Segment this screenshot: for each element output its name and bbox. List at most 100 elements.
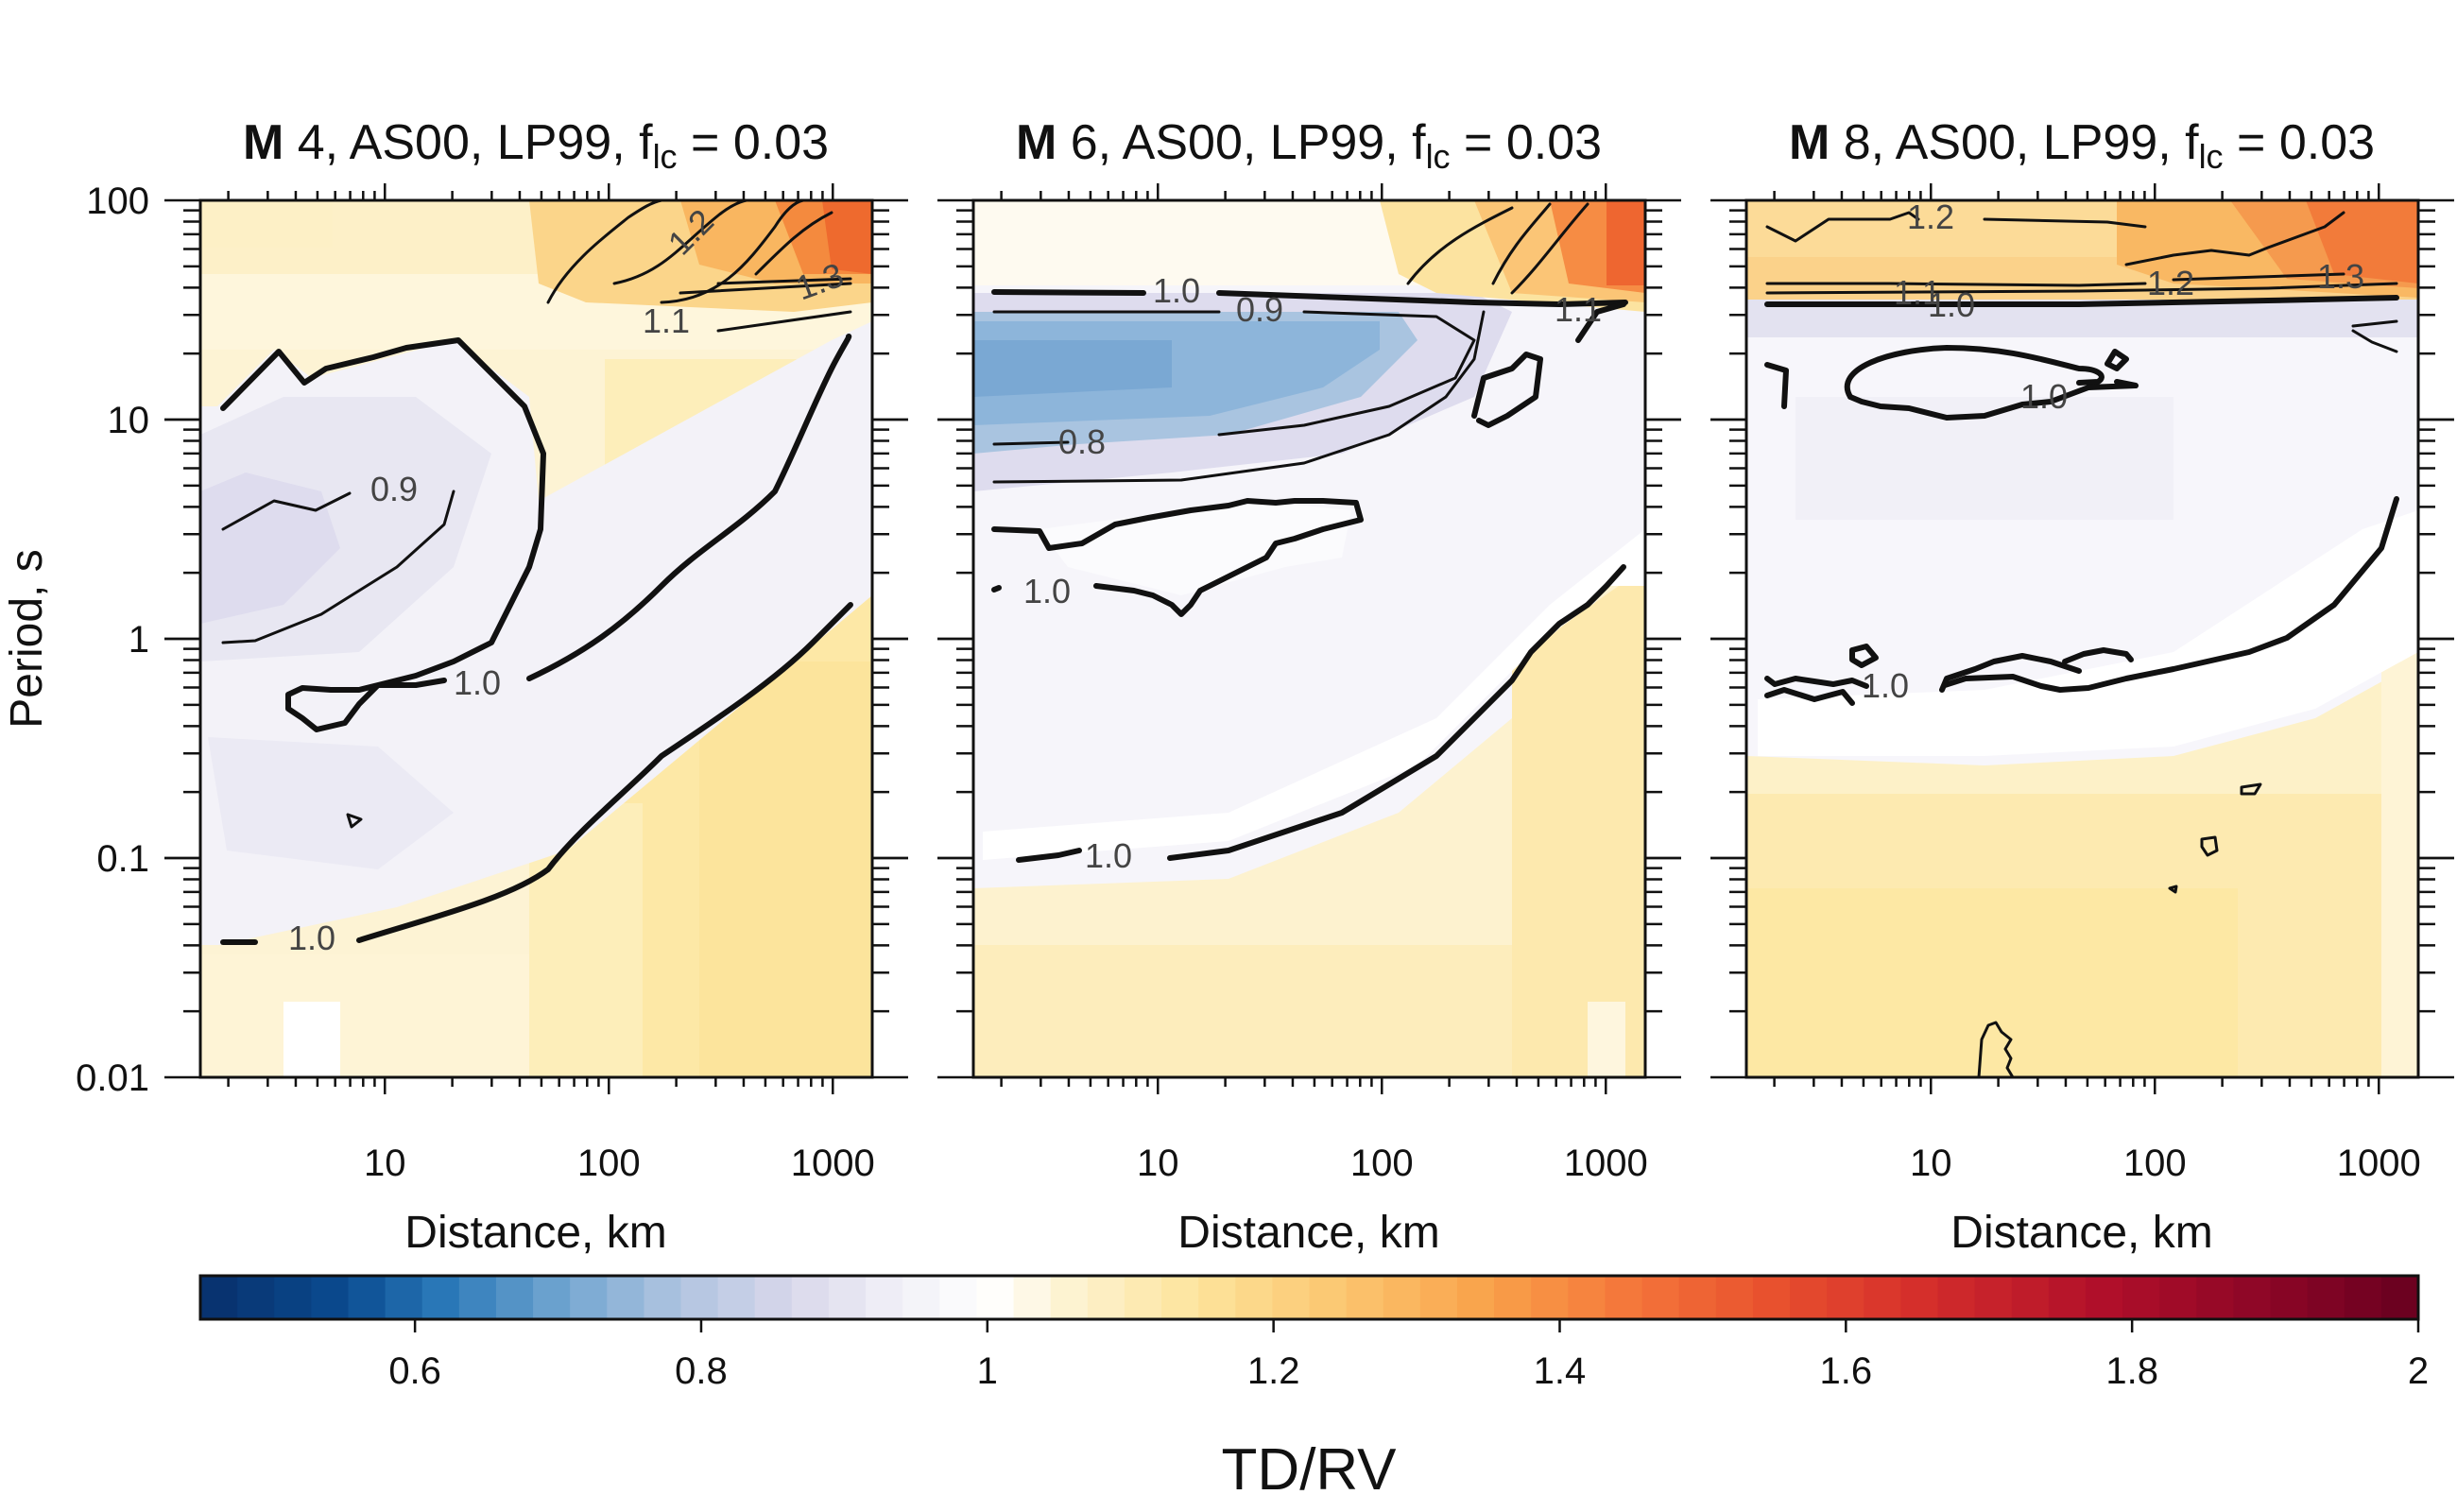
contour-line [1977, 1021, 2015, 1077]
contour-label: 1.0 [454, 663, 501, 702]
contours-panel-m8 [1764, 211, 2399, 1077]
panel-title-bold: M [1789, 115, 1830, 170]
panel-title: M 8, AS00, LP99, flc = 0.03 [1789, 115, 2375, 176]
contour-labels: 1.2 1.3 1.1 0.9 1.0 1.0 1.0 0.9 0.8 1.1 … [288, 198, 2364, 957]
colorbar-segment [2048, 1276, 2087, 1319]
colorbar-tick-label: 1.2 [1247, 1350, 1300, 1392]
colorbar-tick-label: 1 [977, 1350, 998, 1392]
colorbar-segment [533, 1276, 571, 1319]
contour-line [992, 310, 1486, 484]
heatmap-region [983, 529, 1645, 860]
colorbar-segment [1087, 1276, 1125, 1319]
colorbar-segment [570, 1276, 608, 1319]
colorbar-segment [274, 1276, 312, 1319]
contour-line [2062, 647, 2134, 664]
colorbar-segment [754, 1276, 793, 1319]
colorbar-frame [198, 1274, 2420, 1321]
colorbar-segment [2196, 1276, 2235, 1319]
panel-title-bold: M [1016, 115, 1057, 170]
colorbar-segment [1419, 1276, 1458, 1319]
heatmap-region [1746, 888, 2238, 1077]
contour-line [716, 277, 852, 285]
panel-title-subscript: lc [653, 137, 678, 176]
colorbar-segment [1864, 1276, 1901, 1319]
contour-line [1167, 564, 1626, 861]
colorbar-tick-label: 1.4 [1534, 1350, 1587, 1392]
contour-line [1844, 345, 2105, 400]
y-axis-title: Period, s [2, 549, 52, 728]
contour-line [2105, 349, 2129, 371]
heatmap-region [973, 529, 1645, 1077]
colorbar-segment [1124, 1276, 1162, 1319]
colorbar-tick-label: 0.8 [675, 1350, 728, 1392]
colorbar-segment [1531, 1276, 1569, 1319]
colorbar-segment [1900, 1276, 1939, 1319]
colorbar-segment [2380, 1276, 2419, 1319]
colorbar-segment [458, 1276, 497, 1319]
colorbar-segment [200, 1276, 238, 1319]
heatmap-region [973, 340, 1172, 397]
contour-label: 1.0 [1928, 285, 1975, 324]
colorbar-segment [495, 1276, 534, 1319]
contour-label: 1.1 [1894, 273, 1941, 312]
colorbar-segment [1161, 1276, 1199, 1319]
contour-label: 1.3 [2317, 257, 2364, 296]
colorbar-segment [1568, 1276, 1606, 1319]
heatmap-panel-m4 [200, 200, 872, 1077]
contour-line [220, 337, 546, 732]
panel-title-tail: = 0.03 [1451, 115, 1602, 170]
colorbar: 0.6 0.8 1 1.2 1.4 1.6 1.8 2 [198, 1274, 2429, 1392]
colorbar-segment [1937, 1276, 1976, 1319]
colorbar-segment [902, 1276, 940, 1319]
panel-title: M 6, AS00, LP99, flc = 0.03 [1016, 115, 1602, 176]
heatmap-region [200, 200, 333, 248]
contour-line [1942, 496, 2399, 693]
x-tick-label: 1000 [1564, 1143, 1648, 1184]
contour-label: 1.1 [643, 301, 690, 340]
colorbar-segment [1494, 1276, 1532, 1319]
contour-line [1217, 310, 1476, 437]
contour-line [2351, 329, 2398, 353]
panel-title-tail: = 0.03 [2224, 115, 2375, 170]
contour-label: 1.2 [2147, 264, 2194, 302]
colorbar-segment [1827, 1276, 1864, 1319]
contour-line [1765, 211, 1920, 243]
panel-title-bold: M [243, 115, 284, 170]
heatmap-region [973, 945, 1645, 1077]
colorbar-segment [1013, 1276, 1052, 1319]
contour-line [1016, 848, 1082, 863]
panel-title-subscript: lc [2199, 137, 2224, 176]
colorbar-segment [791, 1276, 830, 1319]
contour-label: 1.0 [1862, 666, 1909, 705]
contour-line [1216, 290, 1628, 307]
colorbar-segment [2270, 1276, 2309, 1319]
colorbar-segment [828, 1276, 867, 1319]
contour-line [716, 310, 852, 333]
contour-line [992, 440, 1070, 446]
contour-label: 1.1 [1555, 290, 1602, 329]
contour-label: 1.0 [1153, 271, 1200, 310]
x-tick-label: 10 [1137, 1143, 1179, 1184]
contour-line [991, 289, 1146, 296]
y-tick-label: 0.1 [96, 838, 149, 880]
contour-line [1764, 362, 1789, 409]
x-tick-label: 10 [364, 1143, 406, 1184]
colorbar-segment [1198, 1276, 1236, 1319]
contour-line [2200, 835, 2219, 857]
contour-line [1406, 206, 1514, 285]
contour-label: 0.9 [370, 470, 418, 508]
x-tick-label: 1000 [791, 1143, 875, 1184]
colorbar-segment [421, 1276, 460, 1319]
colorbar-segment [1678, 1276, 1717, 1319]
contour-line [356, 602, 853, 943]
contour-line [1939, 653, 2082, 693]
contour-line [679, 282, 852, 295]
colorbar-segment [717, 1276, 756, 1319]
contour-label: 1.2 [1907, 198, 1954, 236]
contour-label: 1.0 [2020, 377, 2068, 416]
colorbar-tick-label: 1.8 [2105, 1350, 2158, 1392]
y-tick-label: 10 [108, 400, 150, 441]
contour-line [526, 333, 852, 681]
colorbar-tick-label: 1.6 [1820, 1350, 1873, 1392]
